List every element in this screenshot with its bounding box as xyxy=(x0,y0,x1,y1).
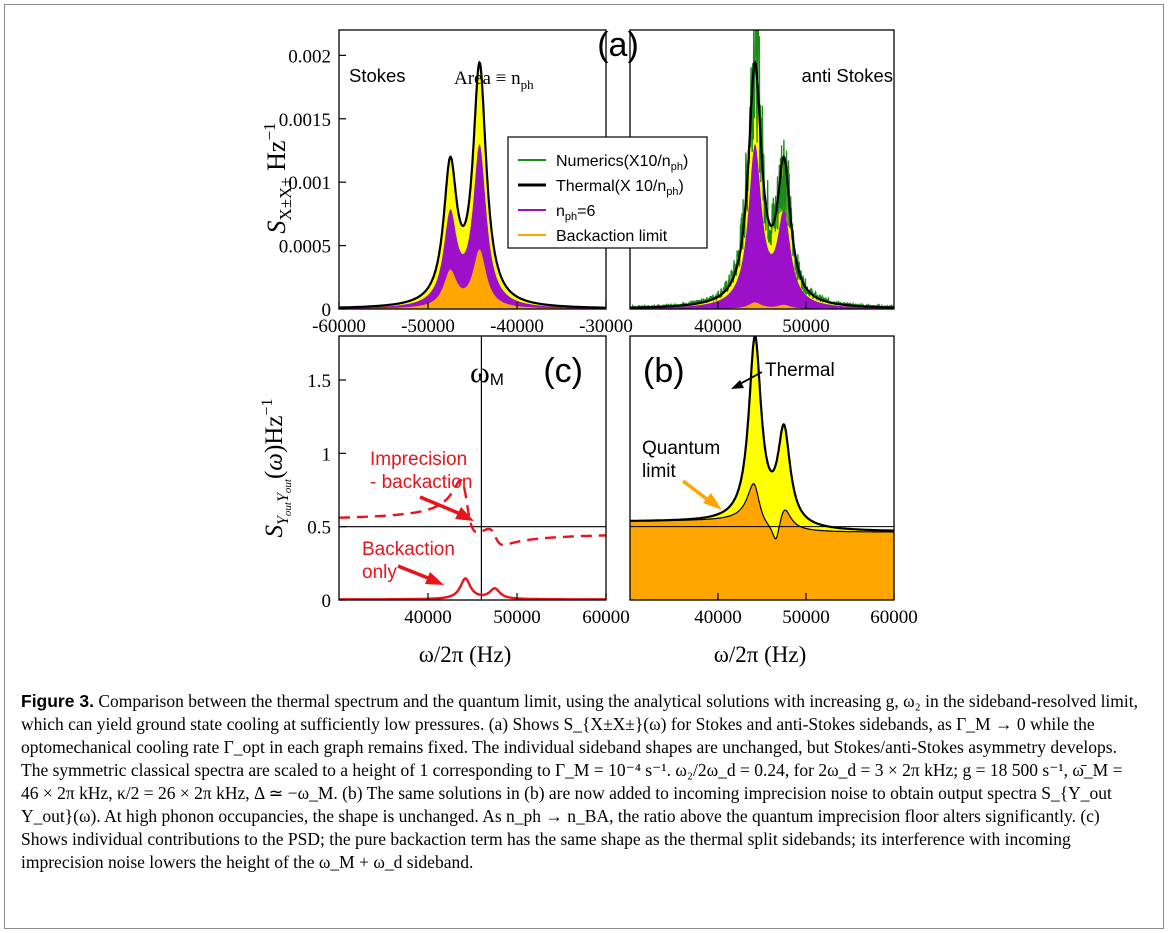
backaction-label-2: only xyxy=(362,562,397,583)
panel-b: 40000 50000 60000 (b) Thermal Quantum limi… xyxy=(630,336,918,628)
x-tick-label: -60000 xyxy=(312,316,366,337)
x-tick-label: 40000 xyxy=(404,607,452,628)
x-tick-label: -40000 xyxy=(490,316,544,337)
x-tick-label: 50000 xyxy=(782,316,830,337)
y-tick-label: 0.0005 xyxy=(279,237,331,258)
x-tick-label: 40000 xyxy=(694,316,742,337)
quantum-annotation-2: limit xyxy=(642,461,676,482)
x-tick-label: 60000 xyxy=(582,607,630,628)
quantum-arrowhead xyxy=(703,493,722,510)
a-ylabel: SX±X± Hz−1 xyxy=(260,122,295,233)
x-tick-label: 40000 xyxy=(694,607,742,628)
x-tick-label: 50000 xyxy=(493,607,541,628)
b-xlabel: ω/2π (Hz) xyxy=(714,642,807,667)
quantum-annotation-1: Quantum xyxy=(642,438,720,459)
panel-a-label: (a) xyxy=(597,26,639,64)
panel-c-label: (c) xyxy=(543,352,583,390)
caption-heading: Figure 3. xyxy=(21,691,94,711)
backaction-arrowhead xyxy=(425,572,444,585)
area-label: Area ≡ nph xyxy=(454,68,534,92)
thermal-annotation: Thermal xyxy=(765,360,835,381)
backaction-label-1: Backaction xyxy=(362,539,455,560)
c-ylabel: SYoutYout(ω)Hz−1 xyxy=(259,399,294,538)
panel-b-label: (b) xyxy=(643,352,685,390)
imprecision-label-2: - backaction xyxy=(370,472,472,493)
imprecision-arrow xyxy=(420,497,463,515)
imprecision-label-1: Imprecision xyxy=(370,449,467,470)
x-tick-label: -50000 xyxy=(401,316,455,337)
legend-label: Backaction limit xyxy=(556,228,668,245)
imprecision-arrowhead xyxy=(455,507,474,521)
y-tick-label: 1 xyxy=(322,444,332,465)
caption-text: Comparison between the thermal spectrum … xyxy=(21,691,1138,872)
x-tick-label: -30000 xyxy=(579,316,633,337)
legend: Numerics(X10/nph)Thermal(X 10/nph)nph=6B… xyxy=(508,137,707,248)
thermal-arrowhead xyxy=(731,380,744,389)
y-ticks: 0 0.5 1 1.5 xyxy=(307,371,346,612)
y-tick-label: 0 xyxy=(322,591,332,612)
x-tick-label: 50000 xyxy=(782,607,830,628)
y-tick-label: 0.002 xyxy=(288,46,331,67)
figure-caption: Figure 3. Comparison between the thermal… xyxy=(21,690,1143,874)
stokes-label: Stokes xyxy=(349,65,406,86)
omega-m-symbol: ωM xyxy=(470,356,504,389)
y-tick-label: 0.5 xyxy=(307,518,331,539)
anti-stokes-label: anti Stokes xyxy=(801,65,893,86)
y-tick-label: 1.5 xyxy=(307,371,331,392)
x-tick-label: 60000 xyxy=(870,607,918,628)
y-tick-label: 0.0015 xyxy=(279,110,331,131)
c-xlabel: ω/2π (Hz) xyxy=(419,642,512,667)
